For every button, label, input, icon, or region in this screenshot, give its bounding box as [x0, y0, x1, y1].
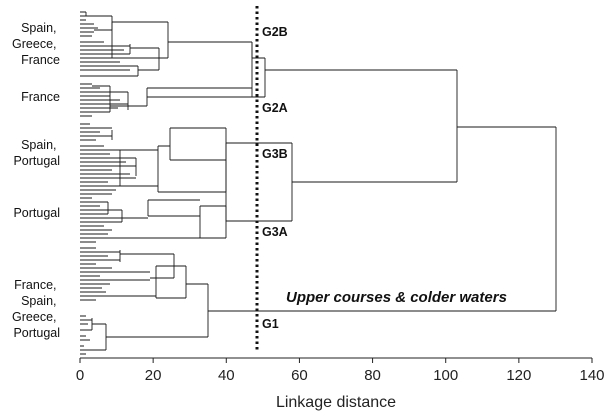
region-label-portugal: Portugal [13, 206, 60, 220]
annotation: Upper courses & colder waters [286, 289, 507, 306]
x-tick-label: 120 [506, 367, 531, 384]
group-label-g3b: G3B [262, 147, 288, 161]
branch-g3a-a [199, 205, 227, 239]
branch-g3a-b [107, 199, 200, 222]
branch-g1-d [90, 318, 107, 351]
region-label-france-spain-greece-portugal: France, Spain, Greece, Portugal [12, 278, 60, 340]
region-label-spain-greece-france: Spain, Greece, France [12, 21, 60, 67]
x-tick-label: 40 [218, 367, 235, 384]
region-labels: Spain, Greece, France France Spain, Port… [12, 21, 60, 340]
x-tick-label: 60 [291, 367, 308, 384]
x-tick-label: 0 [76, 367, 84, 384]
branch-g1-c [119, 250, 175, 279]
x-tick-label: 80 [364, 367, 381, 384]
x-tick-label: 140 [579, 367, 604, 384]
x-tick-label: 20 [145, 367, 162, 384]
branch-g1-b [155, 265, 187, 299]
region-label-france: France [21, 90, 60, 104]
branch-g2-g3 [456, 70, 556, 182]
branch-g2a-b [92, 85, 129, 113]
group-label-g2b: G2B [262, 25, 288, 39]
branch-g2b-c [129, 44, 160, 76]
x-tick-label: 100 [433, 367, 458, 384]
branch-g2b-a [111, 21, 252, 59]
branch-g3b-c [111, 130, 158, 187]
branch-g1-a [106, 283, 209, 338]
dendrogram-branches [80, 11, 557, 355]
branch-g2b-leaves [80, 11, 138, 77]
region-label-spain-portugal: Spain, Portugal [13, 138, 60, 168]
branch-g2b-b [80, 12, 113, 31]
x-axis-ticks: 0 20 40 60 80 100 120 140 [76, 358, 605, 384]
group-label-g1: G1 [262, 317, 279, 331]
branch-g1-leaves [80, 247, 156, 355]
branch-g3b-leaves [80, 123, 136, 195]
branch-g2a-leaves [80, 83, 128, 117]
group-label-g3a: G3A [262, 225, 288, 239]
branch-g3a-leaves [80, 197, 200, 243]
branch-g2a-a [110, 87, 252, 107]
branch-g3b-b [157, 145, 227, 193]
branch-g3b-a [169, 127, 227, 161]
x-axis-label: Linkage distance [276, 394, 396, 411]
group-label-g2a: G2A [262, 101, 288, 115]
